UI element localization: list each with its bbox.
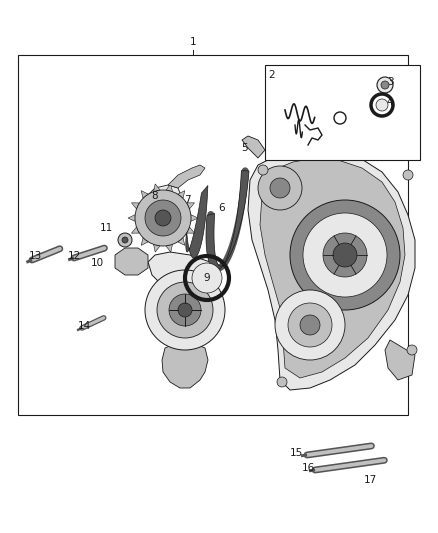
Polygon shape — [385, 340, 415, 380]
Polygon shape — [154, 244, 160, 252]
Polygon shape — [148, 252, 218, 295]
Circle shape — [377, 77, 393, 93]
Polygon shape — [131, 227, 139, 233]
Polygon shape — [206, 171, 249, 270]
Circle shape — [381, 81, 389, 89]
Circle shape — [258, 165, 268, 175]
Text: 7: 7 — [184, 195, 191, 205]
Text: 12: 12 — [67, 251, 81, 261]
Circle shape — [275, 290, 345, 360]
Text: 6: 6 — [219, 203, 225, 213]
Circle shape — [277, 377, 287, 387]
Text: 5: 5 — [242, 143, 248, 153]
Polygon shape — [168, 165, 205, 188]
Polygon shape — [154, 184, 160, 192]
Text: 10: 10 — [90, 258, 103, 268]
Text: 17: 17 — [364, 475, 377, 485]
Circle shape — [403, 170, 413, 180]
Circle shape — [155, 210, 171, 226]
Circle shape — [157, 282, 213, 338]
Text: 9: 9 — [204, 273, 210, 283]
Polygon shape — [178, 191, 185, 198]
Polygon shape — [162, 345, 208, 388]
Polygon shape — [141, 238, 148, 245]
Circle shape — [288, 303, 332, 347]
Polygon shape — [248, 148, 415, 390]
Text: 15: 15 — [290, 448, 303, 458]
Circle shape — [145, 200, 181, 236]
Circle shape — [290, 200, 400, 310]
Text: 11: 11 — [99, 223, 113, 233]
Polygon shape — [131, 203, 139, 209]
Text: 4: 4 — [387, 97, 393, 107]
Circle shape — [376, 99, 388, 111]
Text: 1: 1 — [190, 37, 196, 47]
Polygon shape — [166, 244, 173, 252]
Circle shape — [333, 243, 357, 267]
Polygon shape — [148, 185, 182, 215]
Circle shape — [270, 178, 290, 198]
Circle shape — [300, 315, 320, 335]
Bar — [265, 65, 420, 160]
Circle shape — [169, 294, 201, 326]
Text: 8: 8 — [152, 191, 158, 201]
Polygon shape — [141, 191, 148, 198]
Circle shape — [145, 270, 225, 350]
Polygon shape — [166, 184, 173, 192]
Text: 16: 16 — [301, 463, 314, 473]
Circle shape — [192, 263, 222, 293]
Bar — [18, 55, 408, 415]
Text: 13: 13 — [28, 251, 42, 261]
Circle shape — [323, 233, 367, 277]
Text: 3: 3 — [387, 77, 393, 87]
Polygon shape — [260, 158, 405, 378]
Circle shape — [135, 190, 191, 246]
Circle shape — [122, 237, 128, 243]
Polygon shape — [186, 185, 208, 258]
Polygon shape — [128, 215, 135, 221]
Polygon shape — [178, 238, 185, 245]
Polygon shape — [187, 227, 194, 233]
Circle shape — [178, 303, 192, 317]
Polygon shape — [242, 136, 265, 158]
Circle shape — [118, 233, 132, 247]
Circle shape — [407, 345, 417, 355]
Circle shape — [258, 166, 302, 210]
Polygon shape — [115, 248, 148, 275]
Circle shape — [303, 213, 387, 297]
Polygon shape — [191, 215, 198, 221]
Text: 14: 14 — [78, 321, 91, 331]
Polygon shape — [187, 203, 194, 209]
Text: 2: 2 — [268, 70, 276, 80]
